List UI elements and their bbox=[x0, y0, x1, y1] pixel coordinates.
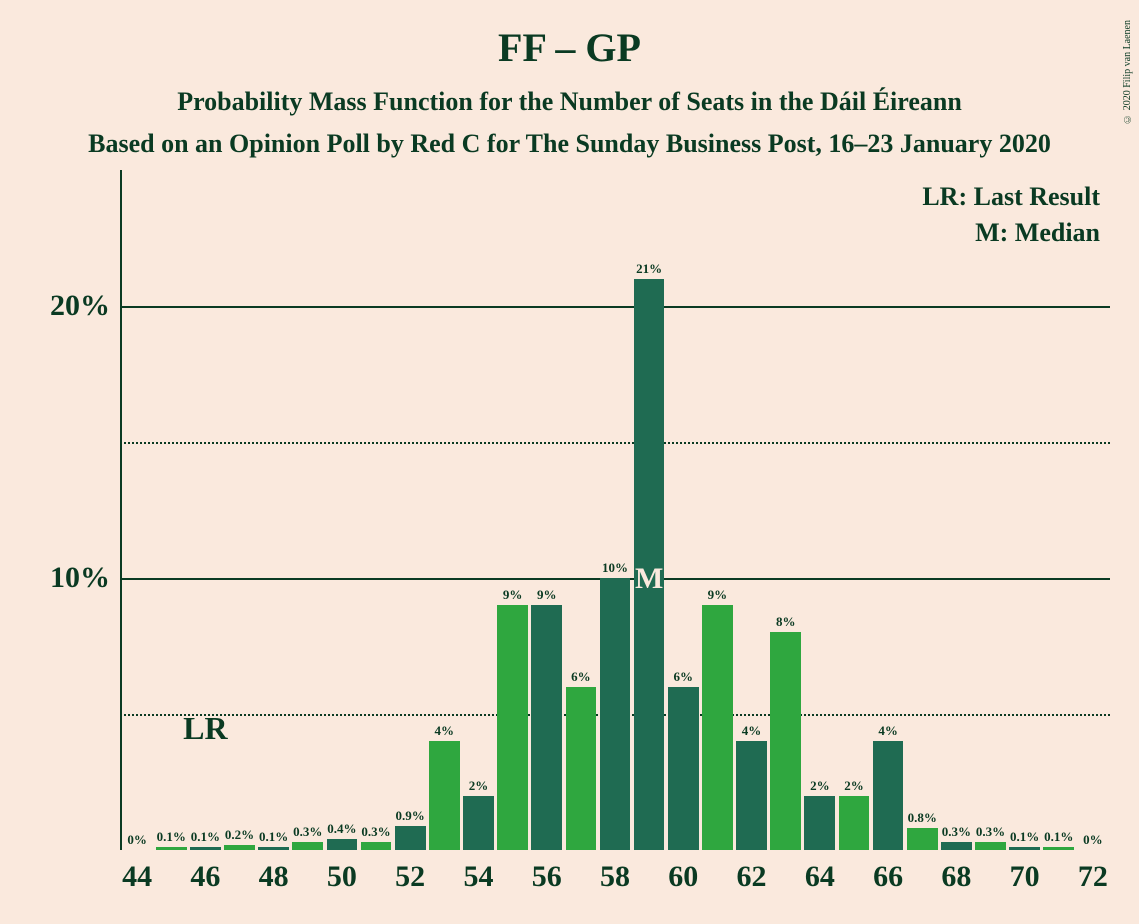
y-tick-label: 20% bbox=[50, 289, 110, 323]
copyright-text: © 2020 Filip van Laenen bbox=[1122, 20, 1133, 124]
bar-label: 0% bbox=[127, 832, 147, 848]
bar-seat-46 bbox=[190, 847, 221, 850]
bar-seat-50 bbox=[327, 839, 358, 850]
bar-seat-57 bbox=[566, 687, 597, 850]
x-tick-label: 50 bbox=[327, 860, 357, 894]
bar-label: 0.1% bbox=[157, 829, 186, 845]
bar-seat-54 bbox=[463, 796, 494, 850]
x-tick-label: 56 bbox=[532, 860, 562, 894]
chart-plot-area: 10%20%4446485052545658606264666870720%0.… bbox=[120, 170, 1110, 850]
x-tick-label: 44 bbox=[122, 860, 152, 894]
bar-label: 0.1% bbox=[1044, 829, 1073, 845]
legend-lr: LR: Last Result bbox=[922, 182, 1100, 212]
bar-label: 6% bbox=[571, 669, 591, 685]
bar-label: 0.2% bbox=[225, 827, 254, 843]
bar-label: 2% bbox=[844, 778, 864, 794]
median-annotation: M bbox=[635, 562, 663, 596]
legend-m: M: Median bbox=[975, 218, 1100, 248]
y-axis bbox=[120, 170, 122, 850]
bar-seat-45 bbox=[156, 847, 187, 850]
x-tick-label: 70 bbox=[1010, 860, 1040, 894]
bar-label: 8% bbox=[776, 614, 796, 630]
bar-seat-47 bbox=[224, 845, 255, 850]
bar-label: 0.3% bbox=[361, 824, 390, 840]
x-tick-label: 54 bbox=[463, 860, 493, 894]
gridline-solid bbox=[120, 306, 1110, 308]
bar-seat-66 bbox=[873, 741, 904, 850]
x-tick-label: 72 bbox=[1078, 860, 1108, 894]
x-tick-label: 60 bbox=[668, 860, 698, 894]
bar-label: 0.1% bbox=[191, 829, 220, 845]
chart-subtitle-1: Probability Mass Function for the Number… bbox=[0, 87, 1139, 117]
y-tick-label: 10% bbox=[50, 561, 110, 595]
bar-seat-49 bbox=[292, 842, 323, 850]
gridline-dotted bbox=[120, 442, 1110, 444]
bar-label: 9% bbox=[537, 587, 557, 603]
bar-label: 10% bbox=[602, 560, 628, 576]
x-tick-label: 58 bbox=[600, 860, 630, 894]
bar-label: 0.1% bbox=[1010, 829, 1039, 845]
bar-seat-52 bbox=[395, 826, 426, 850]
bar-label: 0.3% bbox=[942, 824, 971, 840]
bar-label: 0.8% bbox=[908, 810, 937, 826]
bar-label: 21% bbox=[636, 261, 662, 277]
bar-label: 2% bbox=[810, 778, 830, 794]
bar-seat-63 bbox=[770, 632, 801, 850]
x-tick-label: 52 bbox=[395, 860, 425, 894]
bar-label: 9% bbox=[503, 587, 523, 603]
bar-seat-61 bbox=[702, 605, 733, 850]
bar-label: 0.3% bbox=[293, 824, 322, 840]
bar-label: 0.4% bbox=[327, 821, 356, 837]
lr-annotation: LR bbox=[183, 710, 227, 747]
bar-seat-58 bbox=[600, 578, 631, 850]
bar-label: 0.9% bbox=[396, 808, 425, 824]
x-tick-label: 48 bbox=[259, 860, 289, 894]
x-tick-label: 46 bbox=[190, 860, 220, 894]
bar-seat-48 bbox=[258, 847, 289, 850]
bar-seat-67 bbox=[907, 828, 938, 850]
chart-title: FF – GP bbox=[0, 0, 1139, 71]
x-tick-label: 68 bbox=[941, 860, 971, 894]
bar-seat-69 bbox=[975, 842, 1006, 850]
x-tick-label: 66 bbox=[873, 860, 903, 894]
bar-label: 4% bbox=[435, 723, 455, 739]
bar-seat-56 bbox=[531, 605, 562, 850]
bar-seat-55 bbox=[497, 605, 528, 850]
bar-label: 4% bbox=[742, 723, 762, 739]
bar-label: 0.3% bbox=[976, 824, 1005, 840]
bar-label: 4% bbox=[878, 723, 898, 739]
bar-label: 2% bbox=[469, 778, 489, 794]
x-tick-label: 62 bbox=[737, 860, 767, 894]
bar-seat-60 bbox=[668, 687, 699, 850]
plot-container: 10%20%4446485052545658606264666870720%0.… bbox=[120, 170, 1110, 850]
bar-seat-51 bbox=[361, 842, 392, 850]
x-tick-label: 64 bbox=[805, 860, 835, 894]
bar-label: 0.1% bbox=[259, 829, 288, 845]
bar-label: 0% bbox=[1083, 832, 1103, 848]
bar-seat-68 bbox=[941, 842, 972, 850]
bar-seat-64 bbox=[804, 796, 835, 850]
bar-seat-53 bbox=[429, 741, 460, 850]
bar-seat-65 bbox=[839, 796, 870, 850]
chart-subtitle-2: Based on an Opinion Poll by Red C for Th… bbox=[0, 129, 1139, 159]
bar-seat-70 bbox=[1009, 847, 1040, 850]
bar-seat-71 bbox=[1043, 847, 1074, 850]
bar-label: 6% bbox=[674, 669, 694, 685]
bar-seat-62 bbox=[736, 741, 767, 850]
bar-label: 9% bbox=[708, 587, 728, 603]
